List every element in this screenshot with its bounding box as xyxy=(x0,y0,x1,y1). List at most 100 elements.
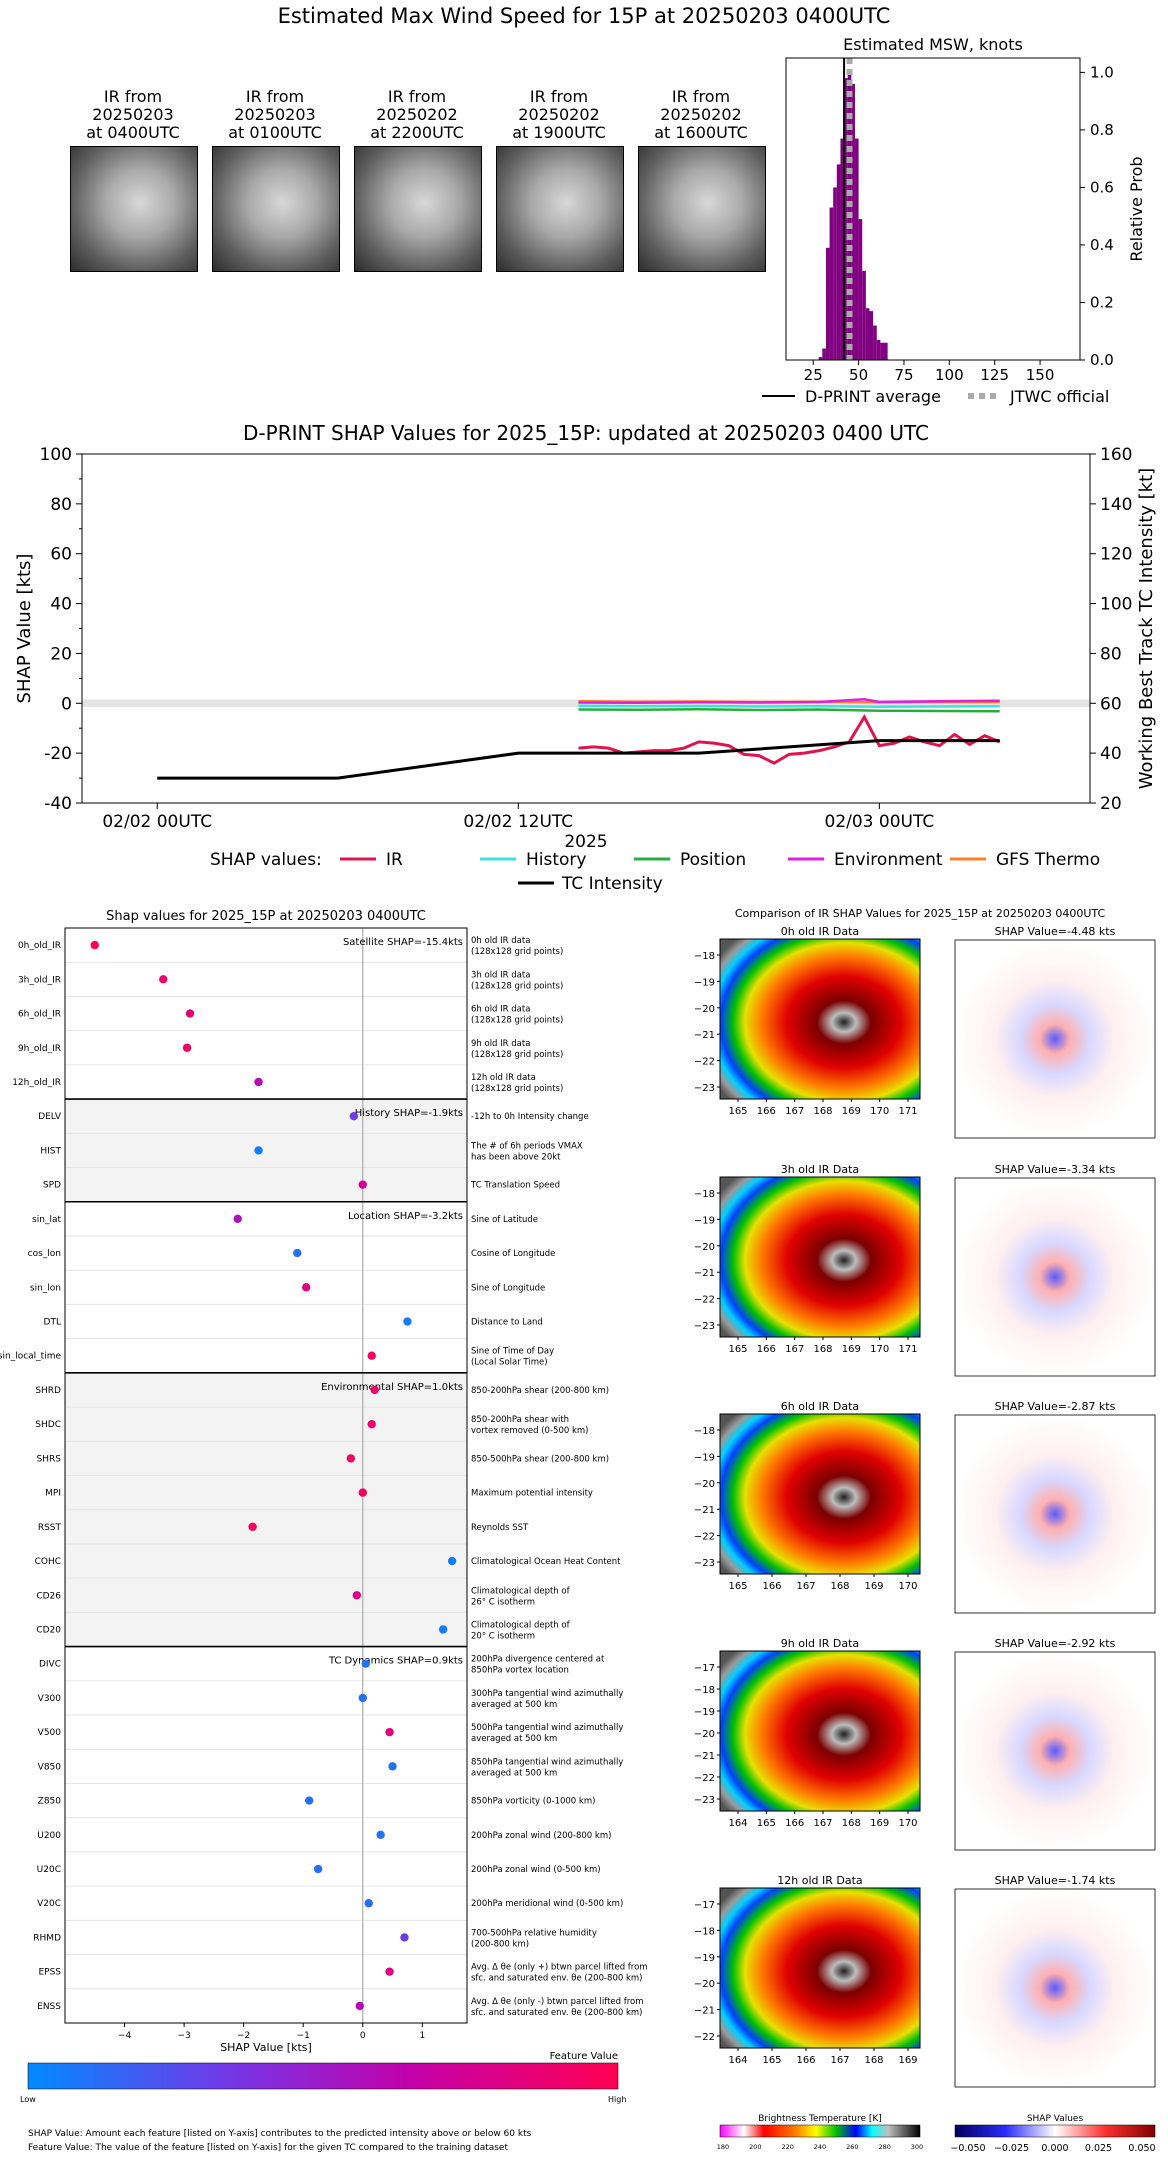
histogram-bar xyxy=(862,270,866,360)
right-y-tick-label: 20 xyxy=(1100,794,1122,814)
ir-y-tick-label: −21 xyxy=(694,1505,715,1516)
x-tick-label: 02/02 12UTC xyxy=(463,812,573,832)
ir-y-tick-label: −23 xyxy=(694,1083,715,1094)
feature-description: 300hPa tangential wind azimuthally xyxy=(471,1689,623,1699)
msw-title: Estimated MSW, knots xyxy=(843,35,1023,54)
feature-point xyxy=(403,1317,412,1326)
group-background xyxy=(65,1646,467,2023)
feature-label: sin_lon xyxy=(30,1283,61,1293)
msw-y-label: Relative Prob xyxy=(1127,156,1146,261)
ir-caption-line: at 1600UTC xyxy=(654,123,748,142)
feature-label: cos_lon xyxy=(28,1249,61,1259)
ir-x-tick-label: 166 xyxy=(762,1581,781,1592)
bt-colorbar-label: Brightness Temperature [K] xyxy=(758,2114,882,2124)
ir-x-tick-label: 165 xyxy=(728,1106,747,1117)
feature-point xyxy=(159,975,168,984)
ir-x-tick-label: 164 xyxy=(728,2055,747,2066)
ir-y-tick-label: −21 xyxy=(694,1268,715,1279)
feature-description: averaged at 500 km xyxy=(471,1700,557,1710)
ir-thumbnail-caption: IR from 20250202 at 2200UTC xyxy=(342,88,492,142)
feature-description: 700-500hPa relative humidity xyxy=(471,1928,597,1938)
ir-thumbnail-image xyxy=(638,146,766,272)
histogram-bar xyxy=(869,311,874,360)
ir-x-tick-label: 165 xyxy=(757,1818,776,1829)
feature-point xyxy=(367,1351,376,1360)
ir-x-tick-label: 165 xyxy=(762,2055,781,2066)
ir-x-tick-label: 167 xyxy=(830,2055,849,2066)
feature-point xyxy=(361,1659,370,1668)
shap-colorbar xyxy=(954,2124,1156,2138)
feature-label: V850 xyxy=(38,1762,62,1772)
msw-y-tick-label: 0.6 xyxy=(1090,178,1114,196)
right-y-tick-label: 60 xyxy=(1100,694,1122,714)
ir-x-tick-label: 165 xyxy=(728,1581,747,1592)
shap-heatmap xyxy=(954,1177,1156,1377)
group-shap-label: Satellite SHAP=-15.4kts xyxy=(343,937,463,948)
ir-x-tick-label: 166 xyxy=(785,1818,804,1829)
ir-y-tick-label: −22 xyxy=(694,1532,715,1543)
ir-y-tick-label: −18 xyxy=(694,1426,715,1437)
feature-point xyxy=(358,1693,367,1703)
feature-label: 9h_old_IR xyxy=(18,1044,61,1054)
feature-point xyxy=(355,2001,364,2011)
feature-label: 12h_old_IR xyxy=(12,1078,61,1088)
legend-label: TC Intensity xyxy=(561,874,663,894)
feature-description: 850-200hPa shear (200-800 km) xyxy=(471,1386,609,1396)
ir-y-tick-label: −22 xyxy=(694,1773,715,1784)
feature-label: 6h_old_IR xyxy=(18,1010,61,1020)
feature-label: CD20 xyxy=(36,1625,61,1635)
footnote-shap: SHAP Value: Amount each feature [listed … xyxy=(28,2129,532,2139)
ir-caption-line: at 1900UTC xyxy=(512,123,606,142)
colorbar-low-label: Low xyxy=(20,2095,36,2104)
ir-caption-line: IR from xyxy=(529,87,589,106)
shap-tick-label: −0.050 xyxy=(950,2143,985,2154)
ir-y-tick-label: −22 xyxy=(694,1295,715,1306)
series-line-position xyxy=(578,708,1000,713)
feature-point xyxy=(90,940,99,950)
ir-y-tick-label: −20 xyxy=(694,1479,715,1490)
feature-label: 3h_old_IR xyxy=(18,975,61,985)
feature-label: SHDC xyxy=(35,1420,61,1430)
ir-x-tick-label: 169 xyxy=(864,1581,883,1592)
feature-point xyxy=(254,1077,263,1087)
feature-description: 200hPa zonal wind (200-800 km) xyxy=(471,1831,611,1841)
feature-point xyxy=(388,1762,397,1771)
ir-y-tick-label: −21 xyxy=(694,1030,715,1041)
histogram-bar xyxy=(884,342,888,360)
feature-description: 850-200hPa shear with xyxy=(471,1415,569,1425)
feature-description: 850hPa vorticity (0-1000 km) xyxy=(471,1797,595,1807)
ir-x-tick-label: 167 xyxy=(785,1106,804,1117)
feature-label: SHRD xyxy=(35,1386,61,1396)
feature-description: Climatological Ocean Heat Content xyxy=(471,1557,621,1567)
ir-caption-line: at 0400UTC xyxy=(86,123,180,142)
feature-x-tick-label: 1 xyxy=(419,2031,425,2041)
ir-x-tick-label: 170 xyxy=(898,1581,917,1592)
feature-label: RHMD xyxy=(33,1933,61,1943)
ir-y-tick-label: −18 xyxy=(694,1926,715,1937)
ir-thumbnail-caption: IR from 20250203 at 0100UTC xyxy=(200,88,350,142)
feature-description: (Local Solar Time) xyxy=(471,1358,548,1368)
shap-tick-label: 0.050 xyxy=(1128,2143,1155,2154)
ir-caption-line: at 2200UTC xyxy=(370,123,464,142)
msw-x-tick-label: 100 xyxy=(935,366,964,384)
ir-y-tick-label: −21 xyxy=(694,1751,715,1762)
ir-y-tick-label: −21 xyxy=(694,2006,715,2017)
histogram-bar xyxy=(851,83,855,360)
legend-label: IR xyxy=(386,850,403,870)
colorbar-high-label: High xyxy=(608,2095,626,2104)
ir-caption-line: 20250203 xyxy=(234,105,316,124)
legend-label: History xyxy=(526,850,586,870)
feature-point xyxy=(358,1488,367,1497)
feature-point xyxy=(376,1830,385,1839)
ir-comparison-panels: Comparison of IR SHAP Values for 2025_15… xyxy=(694,907,1156,2154)
feature-x-tick-label: −1 xyxy=(297,2031,310,2041)
feature-description: 500hPa tangential wind azimuthally xyxy=(471,1723,623,1733)
feature-x-tick-label: −4 xyxy=(118,2031,132,2041)
histogram-bar xyxy=(844,78,848,360)
ir-x-tick-label: 169 xyxy=(842,1344,861,1355)
right-y-tick-label: 160 xyxy=(1100,445,1132,465)
feature-description: 9h old IR data xyxy=(471,1039,530,1049)
ir-thumbnail-image xyxy=(354,146,482,272)
ir-x-tick-label: 168 xyxy=(813,1344,832,1355)
feature-x-label: SHAP Value [kts] xyxy=(220,2041,312,2054)
